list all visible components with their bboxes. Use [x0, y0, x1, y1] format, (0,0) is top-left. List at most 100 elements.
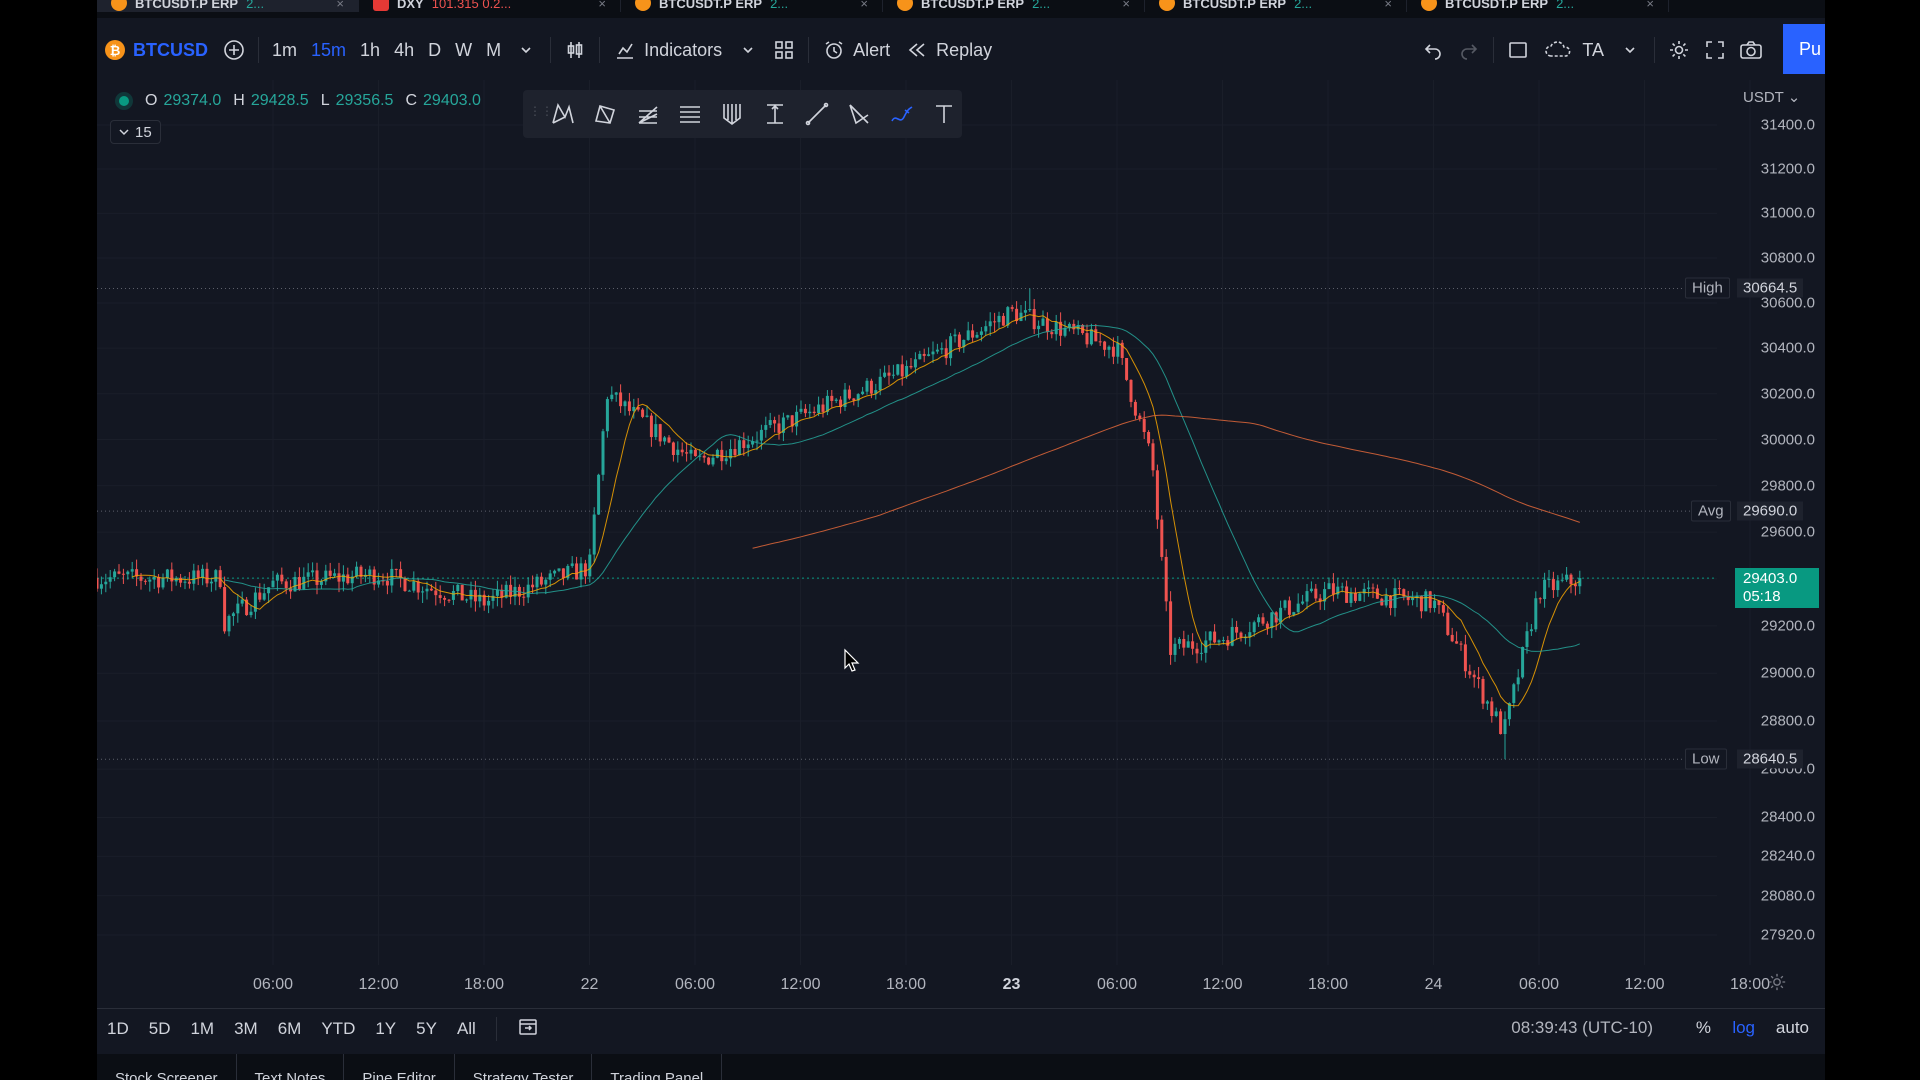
candle-body [623, 401, 627, 407]
candle-body [1235, 626, 1239, 633]
tab-change: 2... [246, 0, 265, 11]
close-icon[interactable]: × [1122, 0, 1130, 11]
close-icon[interactable]: × [1384, 0, 1392, 11]
bitcoin-icon [635, 0, 651, 11]
settings-gear-icon[interactable] [1661, 32, 1697, 68]
range-1d[interactable]: 1D [107, 1018, 129, 1038]
close-icon[interactable]: × [1646, 0, 1654, 11]
range-ytd[interactable]: YTD [321, 1018, 356, 1038]
replay-button[interactable]: Replay [898, 32, 1000, 68]
chart-tab[interactable]: BTCUSDT.P ERP 2... × [1407, 0, 1669, 12]
range-3m[interactable]: 3M [234, 1018, 258, 1038]
candle-body [1028, 309, 1032, 311]
range-all[interactable]: All [456, 1018, 476, 1038]
candle-body [504, 584, 508, 598]
candle-body [1402, 589, 1406, 597]
timeframe-15m[interactable]: 15m [311, 39, 347, 60]
candle-style-icon[interactable] [557, 32, 593, 68]
templates-grid-icon[interactable] [766, 32, 802, 68]
candle-body [830, 395, 834, 401]
timeframe-1m[interactable]: 1m [272, 39, 298, 60]
panel-tab[interactable]: Stock Screener [97, 1054, 237, 1080]
candle-body [1265, 623, 1269, 629]
goto-date-icon[interactable] [507, 1015, 549, 1042]
divider [599, 37, 601, 63]
indicators-button[interactable]: Indicators [606, 32, 730, 68]
candle-body [605, 399, 609, 432]
candle-body [319, 581, 323, 585]
fib-retracement-icon[interactable] [672, 94, 708, 134]
candle-body [403, 577, 407, 591]
range-5y[interactable]: 5Y [416, 1018, 437, 1038]
candle-body [170, 569, 174, 582]
range-1m[interactable]: 1M [190, 1018, 215, 1038]
pitchfork-icon[interactable] [714, 94, 750, 134]
timezone-clock[interactable]: 08:39:43 (UTC-10) [1511, 1018, 1653, 1037]
brush-tool-icon[interactable] [883, 94, 919, 134]
candle-body [1516, 677, 1520, 685]
range-5d[interactable]: 5D [148, 1018, 171, 1038]
price-range-icon[interactable] [756, 94, 792, 134]
chart-tab[interactable]: BTCUSDT.P ERP 2... × [1145, 0, 1407, 12]
indicators-collapse-button[interactable]: 15 [110, 120, 161, 144]
chart-tab[interactable]: DXY 101.315 0.2... × [359, 0, 621, 12]
candle-body [434, 590, 438, 596]
panel-tab[interactable]: Pine Editor [344, 1054, 455, 1080]
fib-fan-icon[interactable] [630, 94, 666, 134]
text-tool-icon[interactable] [926, 94, 962, 134]
candle-body [1133, 401, 1137, 416]
symbol-search[interactable]: ₿ BTCUSD [97, 32, 216, 68]
close-icon[interactable]: × [598, 0, 606, 11]
chart-tab[interactable]: BTCUSDT.P ERP 2... × [97, 0, 359, 12]
timeframe-m[interactable]: M [486, 39, 502, 60]
price-axis[interactable]: 31400.0 31200.0 31000.0 30800.0 30600.0 30400… [1719, 80, 1825, 980]
candle-body [1221, 640, 1225, 642]
undo-icon[interactable] [1415, 32, 1451, 68]
candle-body [1397, 588, 1401, 590]
log-scale-toggle[interactable]: log [1732, 1018, 1755, 1037]
panel-tab[interactable]: Strategy Tester [455, 1054, 593, 1080]
candle-body [962, 339, 966, 348]
timeframe-4h[interactable]: 4h [394, 39, 415, 60]
price-chart[interactable] [97, 0, 1825, 1080]
fullscreen-icon[interactable] [1697, 32, 1733, 68]
close-icon[interactable]: × [860, 0, 868, 11]
redo-icon[interactable] [1451, 32, 1487, 68]
drag-handle-icon[interactable]: ⋮⋮ [529, 104, 553, 118]
candle-body [1525, 631, 1529, 647]
compare-add-icon[interactable] [216, 32, 252, 68]
chevron-down-icon[interactable] [508, 32, 544, 68]
xabcd-pattern-icon[interactable] [545, 94, 581, 134]
percent-scale-toggle[interactable]: % [1695, 1018, 1711, 1037]
chevron-down-icon[interactable] [730, 32, 766, 68]
panel-tab[interactable]: Text Notes [237, 1054, 345, 1080]
camera-icon[interactable] [1733, 32, 1769, 68]
timeframe-1h[interactable]: 1h [360, 39, 381, 60]
candle-body [201, 568, 205, 578]
chart-tab[interactable]: BTCUSDT.P ERP 2... × [621, 0, 883, 12]
layout-icon[interactable] [1500, 32, 1536, 68]
price-tick-label: 29600.0 [1760, 523, 1815, 541]
auto-scale-toggle[interactable]: auto [1775, 1018, 1809, 1037]
close-icon[interactable]: × [336, 0, 344, 11]
axis-settings-gear-icon[interactable] [1767, 972, 1787, 997]
currency-selector[interactable]: USDT ⌄ [1743, 89, 1801, 106]
timeframe-d[interactable]: D [428, 39, 442, 60]
alert-button[interactable]: Alert [815, 32, 898, 68]
publish-button[interactable]: Pu [1783, 24, 1825, 74]
price-tick-label: 28080.0 [1760, 887, 1815, 905]
cloud-icon [1545, 41, 1571, 57]
candle-body [1248, 632, 1252, 638]
candle-body [1468, 671, 1472, 675]
chevron-down-icon[interactable] [1612, 32, 1648, 68]
chart-tab[interactable]: BTCUSDT.P ERP 2... × [883, 0, 1145, 12]
angle-tool-icon[interactable] [841, 94, 877, 134]
ta-button[interactable]: TA [1536, 32, 1612, 68]
candle-body [1155, 470, 1159, 520]
panel-tab[interactable]: Trading Panel [592, 1054, 723, 1080]
polygon-tool-icon[interactable] [587, 94, 623, 134]
trend-line-icon[interactable] [799, 94, 835, 134]
range-6m[interactable]: 6M [277, 1018, 302, 1038]
range-1y[interactable]: 1Y [375, 1018, 397, 1038]
timeframe-w[interactable]: W [455, 39, 473, 60]
